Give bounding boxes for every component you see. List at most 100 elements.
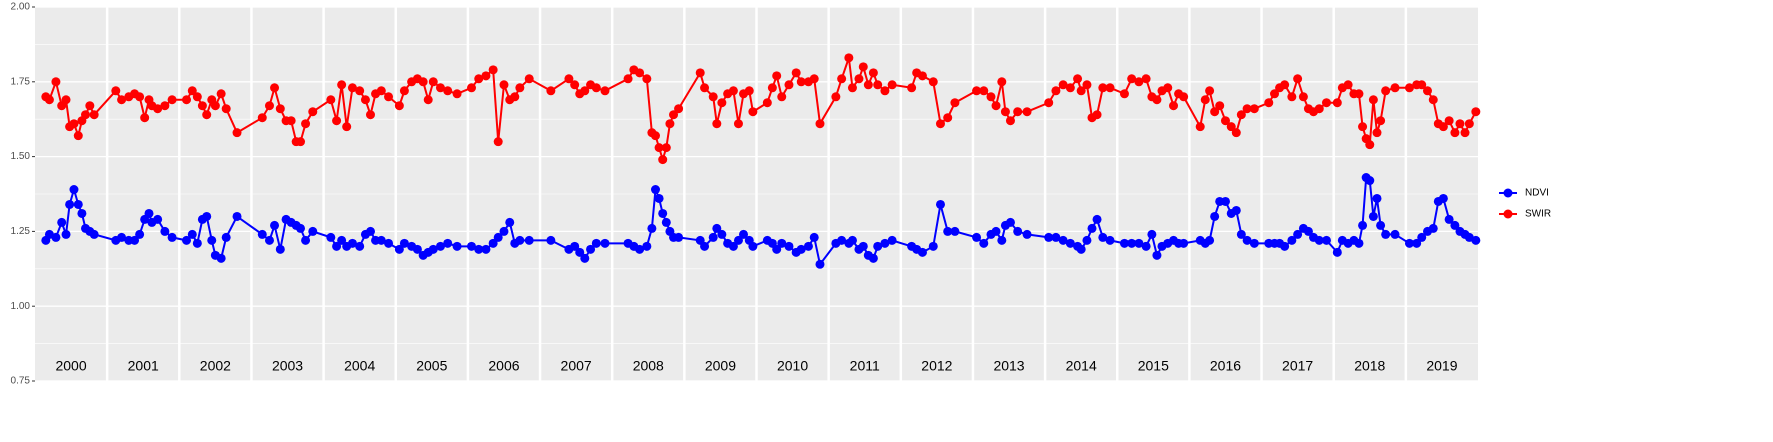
point <box>1428 95 1438 105</box>
point <box>81 110 91 120</box>
point <box>796 77 806 87</box>
year-label: 2000 <box>55 358 86 374</box>
point <box>1044 98 1054 108</box>
point <box>717 98 727 108</box>
point <box>1365 140 1375 150</box>
point <box>1051 86 1061 96</box>
point <box>650 131 660 141</box>
year-label: 2018 <box>1354 358 1385 374</box>
point <box>1404 83 1414 93</box>
point <box>772 244 782 254</box>
point <box>1444 214 1454 224</box>
point <box>257 229 267 239</box>
year-label: 2017 <box>1282 358 1313 374</box>
point <box>546 86 556 96</box>
point <box>943 226 953 236</box>
point <box>1044 232 1054 242</box>
y-tick-label: 1.50 <box>11 151 31 162</box>
point <box>286 116 296 126</box>
point <box>1087 223 1097 233</box>
point <box>474 244 484 254</box>
point <box>586 244 596 254</box>
point <box>1152 250 1162 260</box>
point <box>623 74 633 84</box>
point <box>210 101 220 111</box>
point <box>443 86 453 96</box>
point <box>733 235 743 245</box>
point <box>580 86 590 96</box>
point <box>1332 247 1342 257</box>
year-label: 2005 <box>416 358 447 374</box>
point <box>591 83 601 93</box>
point <box>418 77 428 87</box>
point <box>580 253 590 263</box>
point <box>935 199 945 209</box>
point <box>360 95 370 105</box>
point <box>712 119 722 129</box>
point <box>1098 83 1108 93</box>
point <box>1200 95 1210 105</box>
year-label: 2006 <box>488 358 519 374</box>
point <box>232 128 242 138</box>
point <box>1134 238 1144 248</box>
point <box>192 238 202 248</box>
point <box>1280 241 1290 251</box>
point <box>1450 220 1460 230</box>
point <box>674 232 684 242</box>
point <box>232 211 242 221</box>
point <box>950 226 960 236</box>
point <box>69 185 79 195</box>
point <box>858 62 868 72</box>
point <box>647 223 657 233</box>
point <box>1287 235 1297 245</box>
point <box>275 244 285 254</box>
y-tick-label: 1.25 <box>11 226 31 237</box>
point <box>635 244 645 254</box>
point <box>1471 107 1481 117</box>
point <box>748 107 758 117</box>
point <box>1390 83 1400 93</box>
point <box>423 95 433 105</box>
y-tick-label: 1.00 <box>11 301 31 312</box>
point <box>1082 235 1092 245</box>
point <box>342 122 352 132</box>
point <box>488 238 498 248</box>
point <box>1438 193 1448 203</box>
point <box>202 211 212 221</box>
point <box>85 101 95 111</box>
point <box>1220 196 1230 206</box>
point <box>264 235 274 245</box>
point <box>1343 80 1353 90</box>
point <box>144 208 154 218</box>
point <box>1372 128 1382 138</box>
point <box>452 241 462 251</box>
point <box>1293 74 1303 84</box>
point <box>674 104 684 114</box>
point <box>182 95 192 105</box>
point <box>1390 229 1400 239</box>
point <box>153 214 163 224</box>
point <box>1127 74 1137 84</box>
legend-label: NDVI <box>1525 188 1549 199</box>
point <box>1119 238 1129 248</box>
point <box>777 238 787 248</box>
point <box>140 113 150 123</box>
point <box>1141 241 1151 251</box>
year-label: 2007 <box>561 358 592 374</box>
point <box>979 238 989 248</box>
point <box>1013 107 1023 117</box>
point <box>997 235 1007 245</box>
point <box>777 92 787 102</box>
point <box>837 235 847 245</box>
point <box>399 86 409 96</box>
point <box>73 131 83 141</box>
point <box>1076 86 1086 96</box>
point <box>505 217 515 227</box>
point <box>51 77 61 87</box>
point <box>1163 83 1173 93</box>
point <box>854 74 864 84</box>
point <box>868 253 878 263</box>
point <box>887 80 897 90</box>
point <box>435 241 445 251</box>
year-label: 2002 <box>200 358 231 374</box>
